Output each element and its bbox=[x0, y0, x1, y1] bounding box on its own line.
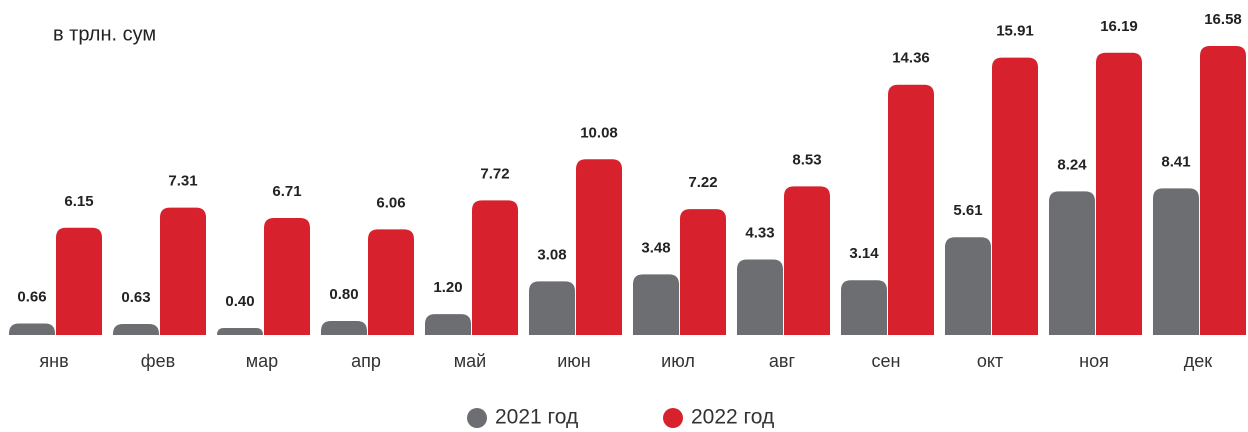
value-label: 14.36 bbox=[892, 50, 930, 67]
bar bbox=[113, 324, 159, 335]
value-label: 8.53 bbox=[792, 151, 821, 168]
value-label: 6.15 bbox=[64, 193, 93, 210]
legend-label: 2021 год bbox=[495, 406, 578, 429]
value-label: 0.66 bbox=[17, 288, 46, 305]
bar bbox=[945, 237, 991, 335]
bar bbox=[321, 321, 367, 335]
bar bbox=[1153, 188, 1199, 335]
x-tick-label: сен bbox=[872, 351, 901, 371]
value-label: 16.19 bbox=[1100, 18, 1138, 35]
value-label: 16.58 bbox=[1204, 11, 1242, 28]
value-label: 3.48 bbox=[641, 239, 670, 256]
value-label: 4.33 bbox=[745, 224, 774, 241]
bar bbox=[1200, 46, 1246, 335]
bar bbox=[472, 200, 518, 335]
bar bbox=[1049, 191, 1095, 335]
value-label: 8.24 bbox=[1057, 156, 1087, 173]
bar bbox=[529, 281, 575, 335]
bar bbox=[888, 84, 934, 336]
bar bbox=[264, 218, 310, 335]
legend-marker bbox=[663, 408, 683, 428]
bar bbox=[680, 209, 726, 335]
value-label: 8.41 bbox=[1161, 153, 1190, 170]
chart-subtitle: в трлн. сум bbox=[53, 23, 156, 45]
value-label: 7.22 bbox=[688, 174, 717, 191]
value-label: 10.08 bbox=[580, 124, 618, 141]
bar bbox=[784, 186, 830, 335]
value-label: 3.14 bbox=[849, 245, 879, 262]
x-tick-label: апр bbox=[351, 351, 381, 371]
bar bbox=[576, 159, 622, 335]
bar bbox=[1096, 52, 1142, 336]
x-tick-label: окт bbox=[977, 351, 1003, 371]
legend-marker bbox=[467, 408, 487, 428]
value-label: 0.63 bbox=[121, 289, 150, 306]
x-tick-label: фев bbox=[141, 351, 175, 371]
x-tick-label: май bbox=[454, 351, 486, 371]
bar bbox=[633, 274, 679, 335]
bar bbox=[9, 323, 55, 335]
x-tick-label: июн bbox=[557, 351, 591, 371]
x-tick-label: мар bbox=[246, 351, 278, 371]
bar bbox=[841, 280, 887, 335]
bar bbox=[217, 328, 263, 335]
legend-label: 2022 год bbox=[691, 406, 774, 429]
x-tick-label: дек bbox=[1184, 351, 1213, 371]
bar bbox=[992, 57, 1038, 335]
bar bbox=[160, 207, 206, 335]
bar bbox=[737, 259, 783, 335]
x-tick-label: июл bbox=[661, 351, 695, 371]
value-label: 0.80 bbox=[329, 286, 358, 303]
value-label: 7.31 bbox=[168, 173, 197, 190]
value-label: 6.06 bbox=[376, 194, 405, 211]
value-label: 3.08 bbox=[537, 246, 566, 263]
x-tick-label: ноя bbox=[1079, 351, 1109, 371]
bar bbox=[368, 229, 414, 335]
value-label: 7.72 bbox=[480, 165, 509, 182]
x-tick-label: янв bbox=[39, 351, 68, 371]
value-label: 5.61 bbox=[953, 202, 982, 219]
value-label: 0.40 bbox=[225, 293, 254, 310]
x-tick-label: авг bbox=[769, 351, 796, 371]
bar bbox=[56, 227, 102, 335]
value-label: 6.71 bbox=[272, 183, 301, 200]
value-label: 15.91 bbox=[996, 23, 1034, 40]
value-label: 1.20 bbox=[433, 279, 462, 296]
bar bbox=[425, 314, 471, 335]
